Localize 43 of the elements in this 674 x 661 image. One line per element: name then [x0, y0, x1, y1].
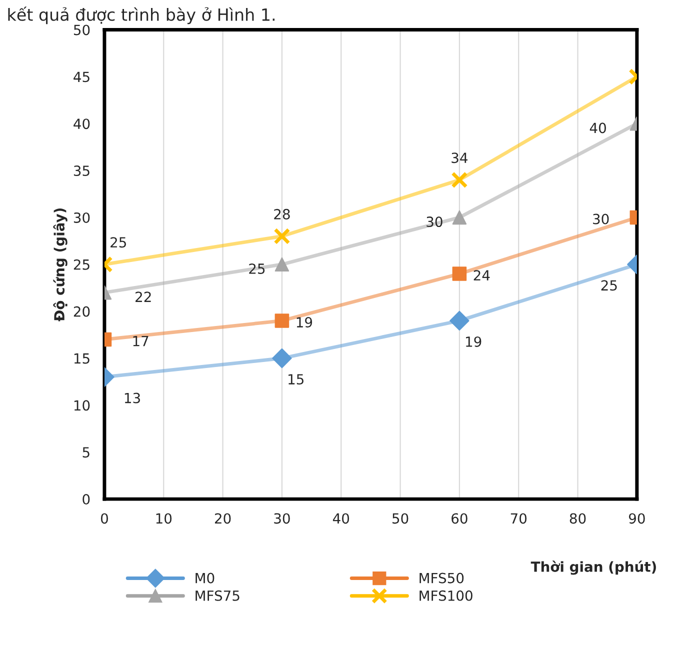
data-label: 30	[426, 216, 442, 228]
data-label: 40	[590, 122, 606, 134]
y-tick-label: 0	[82, 494, 90, 505]
legend-label: M0	[196, 572, 214, 584]
x-tick-label: 80	[570, 513, 586, 524]
legend-label: MFS75	[196, 590, 240, 601]
x-tick-label: 0	[100, 513, 108, 524]
y-tick-label: 35	[74, 166, 90, 176]
x-tick-label: 50	[392, 513, 408, 524]
x-tick-label: 30	[274, 513, 290, 524]
data-label: 24	[474, 270, 490, 280]
y-tick-label: 50	[74, 24, 90, 36]
data-label: 30	[593, 214, 609, 224]
data-label: 15	[288, 374, 304, 385]
y-axis-title: Độ cứng (giây)	[53, 208, 68, 322]
y-tick-label: 20	[74, 306, 90, 317]
x-axis-title: Thời gian (phút)	[530, 560, 656, 575]
data-label: 17	[133, 336, 148, 346]
y-tick-label: 30	[74, 212, 90, 223]
data-label: 25	[110, 237, 126, 248]
y-tick-label: 10	[74, 400, 90, 411]
data-label: 34	[452, 152, 468, 164]
data-label: 22	[136, 292, 151, 302]
x-tick-label: 60	[452, 513, 468, 524]
x-tick-label: 20	[214, 513, 231, 524]
x-tick-label: 40	[332, 513, 350, 524]
data-label: 19	[296, 317, 312, 328]
y-tick-label: 40	[74, 118, 90, 130]
legend-label: MFS50	[420, 572, 464, 584]
x-tick-label: 10	[156, 513, 172, 524]
x-tick-label: 70	[510, 513, 527, 524]
data-label: 25	[249, 263, 265, 274]
y-tick-label: 25	[74, 259, 90, 270]
data-label: 25	[601, 280, 617, 291]
y-tick-label: 15	[74, 353, 90, 364]
data-label: 28	[274, 208, 290, 220]
legend-label: MFS100	[420, 590, 472, 601]
y-tick-label: 5	[82, 447, 90, 458]
data-label: 19	[466, 336, 482, 347]
text: kết quả được trình bày ở Hình 1.	[8, 6, 275, 24]
x-tick-label: 90	[628, 513, 645, 524]
data-label: 13	[124, 392, 140, 404]
y-tick-label: 45	[74, 72, 90, 82]
